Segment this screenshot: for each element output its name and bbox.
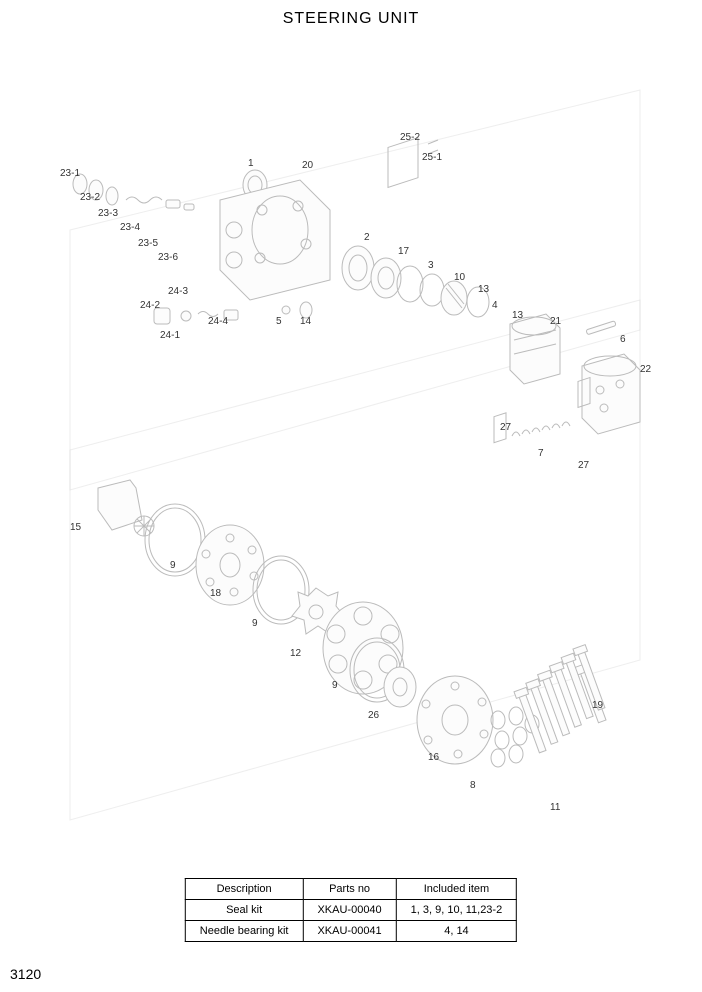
callout-1: 1: [248, 158, 254, 169]
page-title: STEERING UNIT: [0, 10, 702, 28]
callout-9b: 9: [252, 618, 258, 629]
callout-11: 11: [550, 802, 560, 813]
callout-5: 5: [276, 316, 282, 327]
callout-20: 20: [302, 160, 313, 171]
page-number: 3120: [10, 966, 41, 982]
callout-25-2: 25-2: [400, 132, 420, 143]
table-row: Description Parts no Included item: [185, 879, 516, 900]
callout-8: 8: [470, 780, 476, 791]
callout-22: 22: [640, 364, 651, 375]
callout-24-2: 24-2: [140, 300, 160, 311]
callout-23-6: 23-6: [158, 252, 178, 263]
callout-6: 6: [620, 334, 626, 345]
callout-25-1: 25-1: [422, 152, 442, 163]
table-row: Seal kitXKAU-000401, 3, 9, 10, 11,23-2: [185, 900, 516, 921]
callout-23-5: 23-5: [138, 238, 158, 249]
callout-10: 10: [454, 272, 465, 283]
callout-13: 13: [478, 284, 489, 295]
callout-12: 12: [290, 648, 301, 659]
callout-17: 17: [398, 246, 409, 257]
callout-18: 18: [210, 588, 221, 599]
callout-21: 21: [550, 316, 561, 327]
table-row: Needle bearing kitXKAU-000414, 14: [185, 921, 516, 942]
callout-9c: 9: [332, 680, 338, 691]
exploded-diagram: 23-1 23-2 23-323-4 23-523-6 1 20 25-225-1 24-3 2…: [30, 100, 670, 820]
col-description: Description: [185, 879, 303, 900]
callout-15: 15: [70, 522, 81, 533]
callout-26: 26: [368, 710, 379, 721]
part-cross-pin: [582, 322, 622, 352]
callout-27: 27: [500, 422, 511, 433]
part-relief-valve-stack: [70, 160, 200, 250]
callout-27b: 27: [578, 460, 589, 471]
callout-24-1: 24-1: [160, 330, 180, 341]
callout-23-3: 23-3: [98, 208, 118, 219]
part-bolts: [510, 672, 620, 802]
callout-23-1: 23-1: [60, 168, 80, 179]
callout-9a: 9: [170, 560, 176, 571]
col-included: Included item: [396, 879, 517, 900]
callout-24-3: 24-3: [168, 286, 188, 297]
callout-13b: 13: [512, 310, 523, 321]
callout-4: 4: [492, 300, 498, 311]
kit-table: Description Parts no Included item Seal …: [185, 878, 517, 942]
callout-16: 16: [428, 752, 439, 763]
col-partsno: Parts no: [303, 879, 396, 900]
callout-7: 7: [538, 448, 544, 459]
callout-3: 3: [428, 260, 434, 271]
callout-24-4: 24-4: [208, 316, 228, 327]
callout-23-4: 23-4: [120, 222, 140, 233]
callout-14: 14: [300, 316, 311, 327]
callout-23-2: 23-2: [80, 192, 100, 203]
callout-2: 2: [364, 232, 370, 243]
callout-19: 19: [592, 700, 603, 711]
